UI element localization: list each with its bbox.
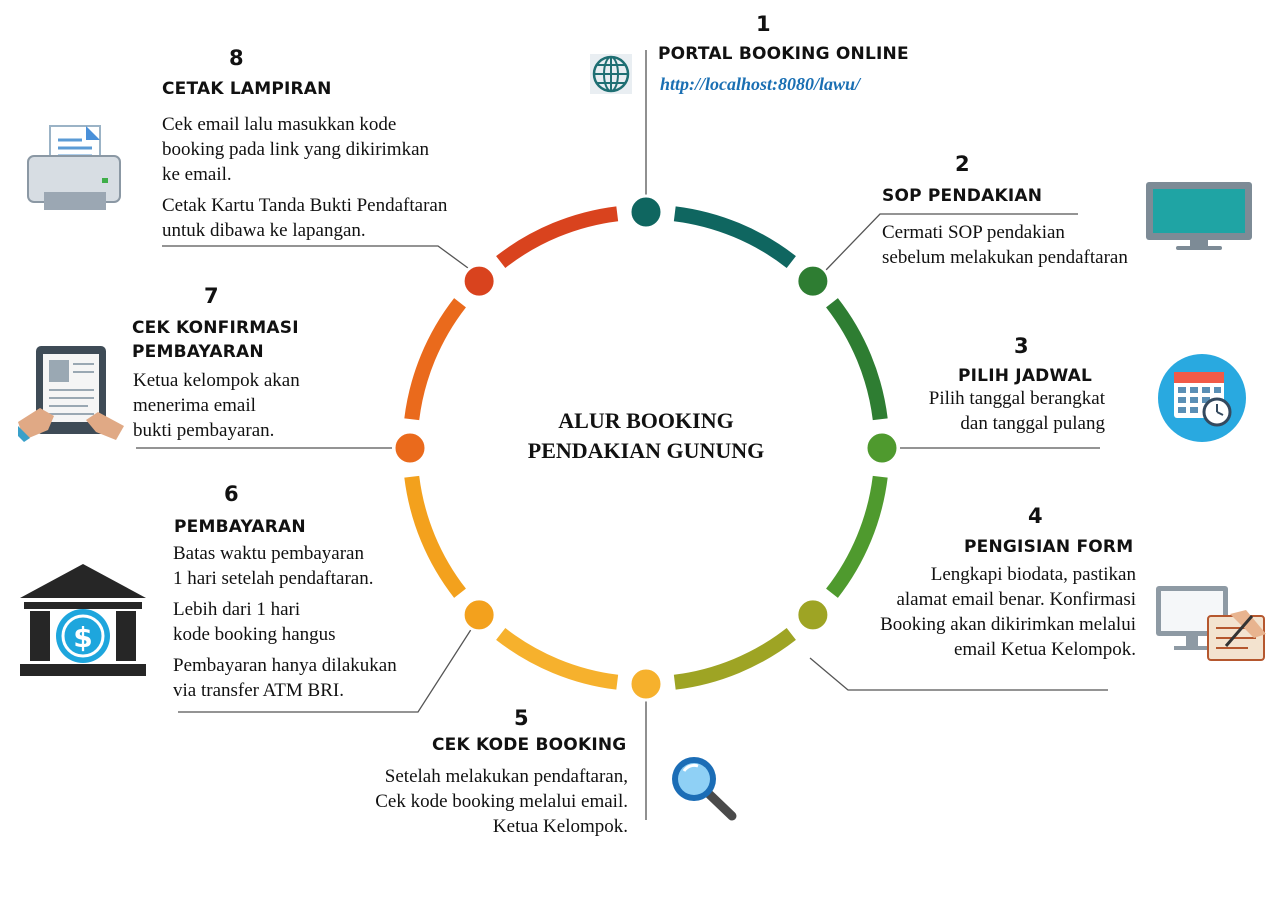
ring-node-step-2 <box>795 263 831 299</box>
step-7-heading-line: CEK KONFIRMASI <box>132 318 299 338</box>
step-8-line: booking pada link yang dikirimkan <box>162 139 430 160</box>
tablet-document-icon <box>18 346 124 442</box>
step-2-line: Cermati SOP pendakian <box>882 222 1065 243</box>
step-7-line: bukti pembayaran. <box>133 420 275 441</box>
step-5-heading: CEK KODE BOOKING <box>432 735 627 755</box>
ring-arc-segment-7 <box>404 298 466 421</box>
step-7-line: Ketua kelompok akan <box>133 370 300 391</box>
step-4-line: email Ketua Kelompok. <box>953 639 1136 660</box>
step-6-line: kode booking hangus <box>173 624 336 645</box>
step-8-line: untuk dibawa ke lapangan. <box>162 220 366 241</box>
bank-dollar-icon: $ <box>20 564 146 676</box>
svg-text:$: $ <box>73 621 92 654</box>
connector-lines <box>136 50 1108 820</box>
step-1-number: 1 <box>756 12 771 36</box>
ring-arc-segment-5 <box>496 628 619 690</box>
ring-arc-segment-3 <box>826 475 888 598</box>
step-6-line: Batas waktu pembayaran <box>173 543 364 564</box>
step-3-body: Pilih tanggal berangkat dan tanggal pula… <box>890 386 1105 436</box>
step-7-heading-line: PEMBAYARAN <box>132 342 264 362</box>
step-8-number: 8 <box>229 46 244 70</box>
step-6-line: 1 hari setelah pendaftaran. <box>173 568 374 589</box>
step-5-line: Cek kode booking melalui email. <box>375 791 628 812</box>
step-3-line: dan tanggal pulang <box>960 413 1105 434</box>
connector-8 <box>162 245 469 269</box>
step-8-line: ke email. <box>162 164 232 185</box>
form-writing-icon <box>1156 586 1266 661</box>
step-7-heading: CEK KONFIRMASI PEMBAYARAN <box>132 316 299 364</box>
step-6-body: Batas waktu pembayaran 1 hari setelah pe… <box>173 541 397 703</box>
ring-arcs <box>404 206 888 690</box>
ring-node-step-1 <box>628 194 664 230</box>
ring-arc-segment-8 <box>496 206 619 268</box>
connector-2 <box>825 213 1078 271</box>
step-4-line: Booking akan dikirimkan melalui <box>880 614 1136 635</box>
ring-node-step-8 <box>461 263 497 299</box>
step-7-line: menerima email <box>133 395 256 416</box>
step-5-body: Setelah melakukan pendaftaran, Cek kode … <box>330 764 628 839</box>
step-5-number: 5 <box>514 706 529 730</box>
step-4-line: alamat email benar. Konfirmasi <box>896 589 1136 610</box>
step-3-heading: PILIH JADWAL <box>958 366 1093 386</box>
step-7-number: 7 <box>204 284 219 308</box>
step-2-number: 2 <box>955 152 970 176</box>
portal-link[interactable]: http://localhost:8080/lawu/ <box>660 74 861 94</box>
step-5-line: Ketua Kelompok. <box>492 816 628 837</box>
step-8-heading: CETAK LAMPIRAN <box>162 79 332 99</box>
ring-node-step-6 <box>461 597 497 633</box>
ring-node-step-5 <box>628 666 664 702</box>
step-5-line: Setelah melakukan pendaftaran, <box>384 766 628 787</box>
printer-icon <box>27 125 121 210</box>
step-7-body: Ketua kelompok akan menerima email bukti… <box>133 368 300 443</box>
ring-arc-segment-1 <box>673 206 796 268</box>
step-4-line: Lengkapi biodata, pastikan <box>930 564 1136 585</box>
step-6-line: Pembayaran hanya dilakukan <box>173 655 397 676</box>
step-1-heading: PORTAL BOOKING ONLINE <box>658 44 909 64</box>
step-6-line: Lebih dari 1 hari <box>173 599 301 620</box>
ring-nodes <box>392 194 900 702</box>
step-8-line: Cetak Kartu Tanda Bukti Pendaftaran <box>162 195 448 216</box>
magnifier-icon <box>672 757 737 821</box>
step-2-body: Cermati SOP pendakian sebelum melakukan … <box>882 220 1128 270</box>
ring-arc-segment-6 <box>404 475 466 598</box>
step-3-line: Pilih tanggal berangkat <box>928 388 1105 409</box>
ring-node-step-4 <box>795 597 831 633</box>
connector-4 <box>809 657 1108 691</box>
ring-node-step-7 <box>392 430 428 466</box>
step-6-heading: PEMBAYARAN <box>174 517 306 537</box>
step-3-number: 3 <box>1014 334 1029 358</box>
step-6-number: 6 <box>224 482 239 506</box>
step-2-heading: SOP PENDAKIAN <box>882 186 1043 206</box>
step-6-line: via transfer ATM BRI. <box>173 680 344 701</box>
monitor-icon <box>1146 182 1252 250</box>
ring-arc-segment-2 <box>826 298 888 421</box>
calendar-clock-icon <box>1158 354 1246 442</box>
center-title-line-1: ALUR BOOKING <box>558 408 734 433</box>
ring-node-step-3 <box>864 430 900 466</box>
ring-arc-segment-4 <box>673 628 796 690</box>
step-2-line: sebelum melakukan pendaftaran <box>882 247 1128 268</box>
step-4-body: Lengkapi biodata, pastikan alamat email … <box>820 562 1136 662</box>
step-8-body: Cek email lalu masukkan kode booking pad… <box>162 112 447 243</box>
step-4-heading: PENGISIAN FORM <box>964 537 1134 557</box>
step-8-line: Cek email lalu masukkan kode <box>162 114 397 135</box>
step-4-number: 4 <box>1028 504 1043 528</box>
center-title-line-2: PENDAKIAN GUNUNG <box>527 438 765 463</box>
center-title: ALUR BOOKING PENDAKIAN GUNUNG <box>496 406 796 466</box>
connector-6 <box>178 627 473 713</box>
globe-icon <box>590 54 632 94</box>
